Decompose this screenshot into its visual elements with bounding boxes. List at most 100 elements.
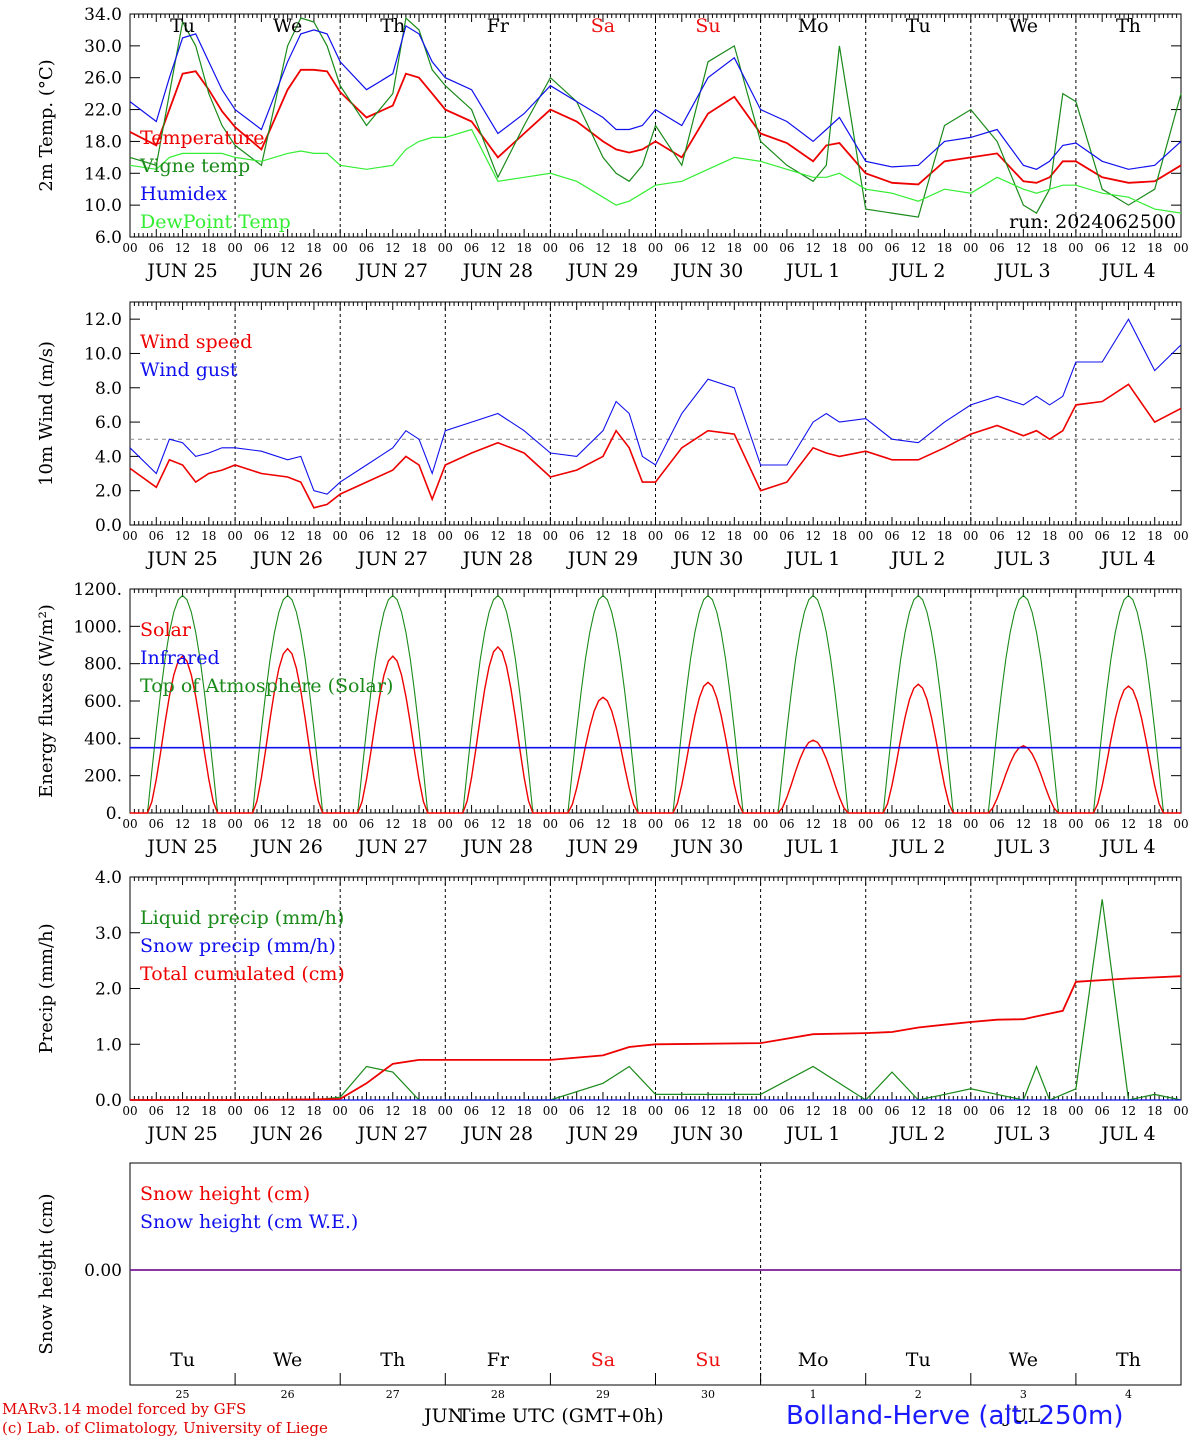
hour-tick-label: 12 (595, 817, 610, 831)
date-label: JUL 2 (889, 836, 945, 858)
hour-tick-label: 06 (779, 817, 794, 831)
hour-tick-label: 00 (858, 529, 873, 543)
legend-total-cumulated-cm-: Total cumulated (cm) (140, 963, 345, 985)
hour-tick-label: 12 (806, 529, 821, 543)
hour-tick-label: 00 (753, 529, 768, 543)
hour-tick-label: 18 (622, 529, 637, 543)
hour-tick-label: 00 (543, 529, 558, 543)
hour-tick-label: 18 (1042, 1104, 1057, 1118)
hour-tick-label: 18 (306, 241, 321, 255)
hour-tick-label: 18 (727, 241, 742, 255)
hour-tick-label: 12 (911, 529, 926, 543)
weekday-label: Fr (487, 1349, 510, 1371)
y-axis-title: 10m Wind (m/s) (36, 341, 57, 486)
hour-tick-label: 06 (464, 529, 479, 543)
hour-tick-label: 18 (516, 529, 531, 543)
hour-tick-label: 00 (543, 1104, 558, 1118)
date-label: JUN 28 (461, 548, 533, 570)
y-tick-label: 400. (84, 729, 122, 749)
legend-snow-precip-mm-h-: Snow precip (mm/h) (140, 935, 336, 957)
panel-frame-2 (129, 588, 1182, 814)
hour-tick-label: 12 (280, 529, 295, 543)
y-tick-label: 0.0 (95, 516, 122, 536)
date-label: JUN 28 (461, 260, 533, 282)
day-number-label: 27 (386, 1388, 400, 1401)
hour-tick-label: 00 (963, 1104, 978, 1118)
date-label: JUL 4 (1099, 260, 1155, 282)
hour-tick-label: 06 (1095, 817, 1110, 831)
weekday-label: We (1009, 1349, 1038, 1371)
date-label: JUL 4 (1099, 1123, 1155, 1145)
hour-tick-label: 00 (438, 1104, 453, 1118)
hour-tick-label: 00 (122, 241, 137, 255)
y-tick-label: 6.0 (95, 228, 122, 248)
y-tick-label: 1.0 (95, 1035, 122, 1055)
weekday-label: Th (1116, 1349, 1141, 1371)
hour-tick-label: 06 (989, 817, 1004, 831)
hour-tick-label: 06 (149, 817, 164, 831)
hour-tick-label: 12 (385, 241, 400, 255)
hour-tick-label: 12 (280, 817, 295, 831)
hour-tick-label: 12 (490, 241, 505, 255)
hour-tick-label: 12 (280, 241, 295, 255)
hour-tick-label: 18 (201, 529, 216, 543)
date-label: JUN 27 (356, 260, 428, 282)
hour-tick-label: 06 (254, 817, 269, 831)
hour-tick-label: 12 (595, 529, 610, 543)
hour-tick-label: 12 (1121, 529, 1136, 543)
date-label: JUN 25 (145, 1123, 217, 1145)
hour-tick-label: 06 (884, 1104, 899, 1118)
hour-tick-label: 06 (359, 1104, 374, 1118)
hour-tick-label: 18 (1042, 241, 1057, 255)
hour-tick-label: 12 (490, 529, 505, 543)
day-number-label: 26 (281, 1388, 295, 1401)
hour-tick-label: 06 (779, 529, 794, 543)
hour-tick-label: 00 (333, 241, 348, 255)
hour-tick-label: 06 (569, 1104, 584, 1118)
date-label: JUN 29 (566, 1123, 638, 1145)
date-label: JUN 26 (250, 260, 322, 282)
y-tick-label: 14.0 (84, 164, 122, 184)
y-tick-label: 18.0 (84, 132, 122, 152)
hour-tick-label: 06 (884, 529, 899, 543)
weekday-label: Th (1116, 15, 1141, 37)
hour-tick-label: 00 (122, 529, 137, 543)
hour-tick-label: 00 (1173, 817, 1188, 831)
hour-tick-label: 18 (516, 241, 531, 255)
date-label: JUN 28 (461, 1123, 533, 1145)
hour-tick-label: 12 (490, 1104, 505, 1118)
date-label: JUL 4 (1099, 836, 1155, 858)
y-tick-label: 0.0 (95, 1091, 122, 1111)
hour-tick-label: 00 (227, 529, 242, 543)
date-label: JUL 1 (784, 548, 840, 570)
date-label: JUL 3 (994, 260, 1050, 282)
day-number-label: 28 (491, 1388, 505, 1401)
date-label: JUN 26 (250, 836, 322, 858)
date-label: JUN 30 (671, 548, 743, 570)
date-label: JUL 1 (784, 836, 840, 858)
hour-tick-label: 06 (149, 241, 164, 255)
hour-tick-label: 06 (569, 817, 584, 831)
hour-tick-label: 12 (1016, 529, 1031, 543)
hour-tick-label: 00 (1173, 1104, 1188, 1118)
weekday-label: Tu (906, 1349, 931, 1371)
weekday-label: Mo (798, 1349, 829, 1371)
hour-tick-label: 18 (937, 529, 952, 543)
y-tick-label: 2.0 (95, 980, 122, 1000)
hour-tick-label: 12 (595, 241, 610, 255)
y-tick-label: 10.0 (84, 196, 122, 216)
y-tick-label: 26.0 (84, 69, 122, 89)
hour-tick-label: 18 (306, 529, 321, 543)
weekday-label: Sa (591, 1349, 615, 1371)
legend-wind-speed: Wind speed (140, 331, 252, 353)
series-line (129, 383, 1182, 509)
hour-tick-label: 00 (963, 241, 978, 255)
series-line (129, 318, 1182, 495)
x-axis-title: Time UTC (GMT+0h) (458, 1405, 664, 1427)
hour-tick-label: 06 (884, 241, 899, 255)
hour-tick-label: 00 (858, 817, 873, 831)
day-number-label: 3 (1020, 1388, 1027, 1401)
hour-tick-label: 06 (359, 241, 374, 255)
legend-vigne-temp: Vigne temp (139, 155, 250, 177)
weekday-label: Su (695, 15, 720, 37)
